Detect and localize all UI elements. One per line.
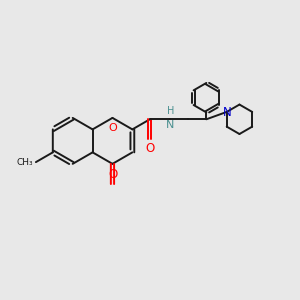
Text: O: O: [108, 167, 117, 181]
Text: H: H: [167, 106, 174, 116]
Text: N: N: [166, 121, 175, 130]
Text: O: O: [145, 142, 154, 155]
Text: N: N: [223, 106, 231, 119]
Text: O: O: [108, 123, 117, 133]
Text: CH₃: CH₃: [17, 158, 34, 166]
